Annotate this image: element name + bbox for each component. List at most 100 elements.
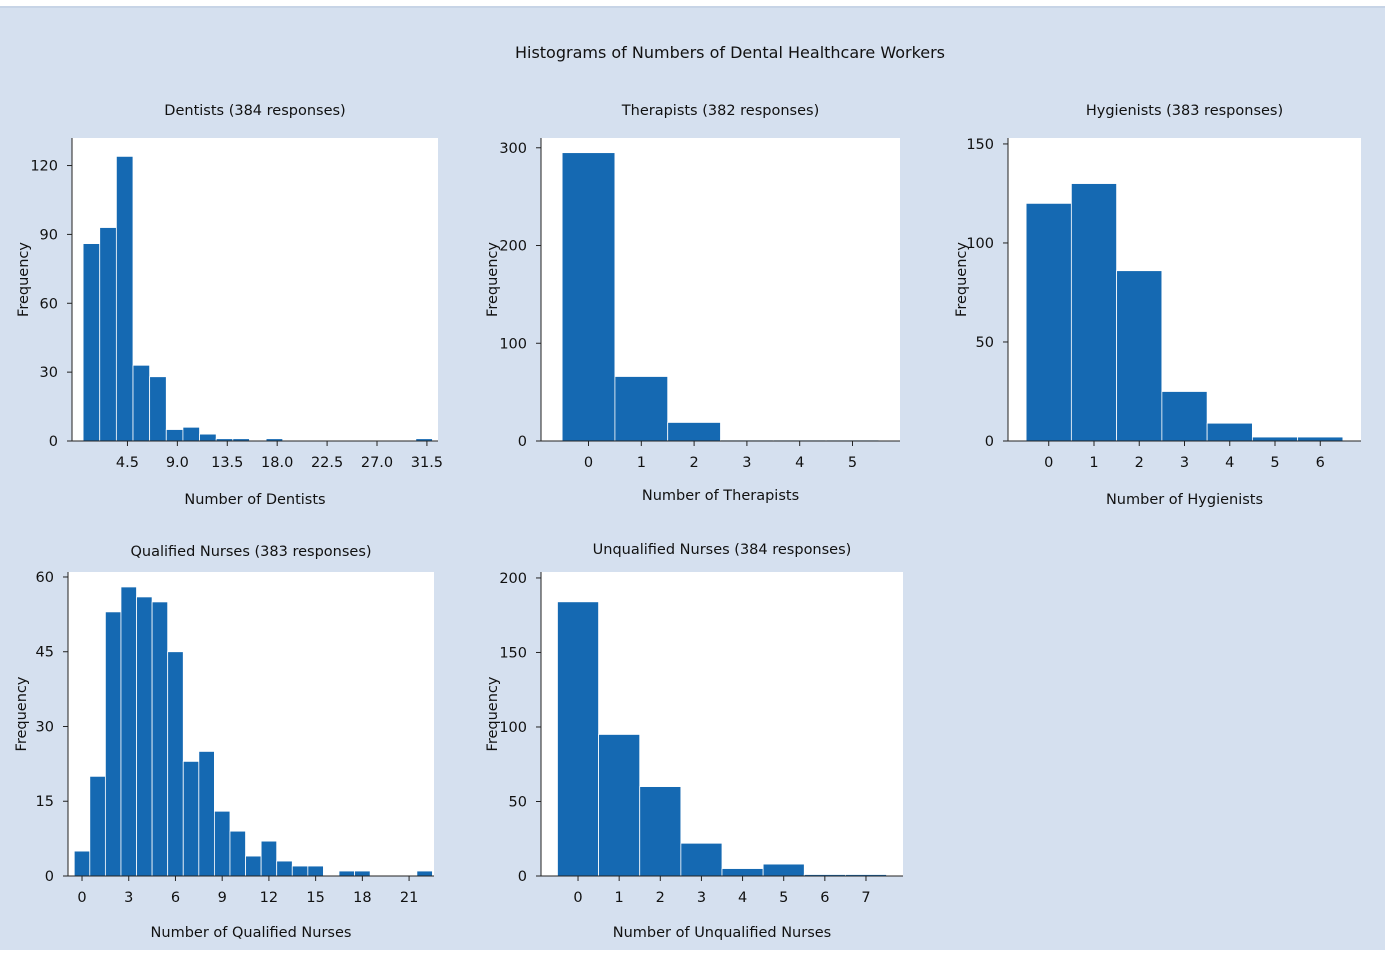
bar-qualified-nurses-12 bbox=[260, 840, 278, 877]
bar-therapists-1 bbox=[614, 376, 669, 442]
bar-hygienists-0 bbox=[1025, 202, 1072, 442]
panel-qualified-nurses: 0 15 30 45 60 0 3 6 9 12 15 18 21 Qualified Nurses (3… bbox=[14, 544, 434, 941]
bar-qualified-nurses-13 bbox=[276, 860, 293, 877]
panel-title-unqualified-nurses: Unqualified Nurses (384 responses) bbox=[593, 542, 852, 558]
y-tick-label-dentists-4: 120 bbox=[30, 159, 58, 175]
x-tick-label-therapists-0: 0 bbox=[584, 455, 593, 471]
y-tick-label-qualified-nurses-4: 60 bbox=[36, 570, 54, 586]
x-tick-label-dentists-4: 22.5 bbox=[311, 455, 343, 471]
bar-unqualified-nurses-1 bbox=[598, 734, 641, 877]
x-tick-label-unqualified-nurses-3: 3 bbox=[697, 890, 706, 906]
bar-dentists-5 bbox=[165, 429, 184, 442]
y-tick-label-qualified-nurses-3: 45 bbox=[36, 645, 54, 661]
y-tick-label-unqualified-nurses-4: 200 bbox=[499, 571, 527, 587]
top-divider bbox=[0, 6, 1385, 8]
bar-dentists-4 bbox=[149, 376, 167, 442]
panel-title-dentists: Dentists (384 responses) bbox=[164, 103, 345, 119]
y-axis-label-dentists: Frequency bbox=[16, 242, 32, 317]
bar-qualified-nurses-8 bbox=[198, 751, 215, 877]
x-tick-label-qualified-nurses-5: 15 bbox=[306, 890, 324, 906]
bar-hygienists-1 bbox=[1070, 183, 1118, 442]
bar-therapists-0 bbox=[561, 152, 616, 442]
bar-unqualified-nurses-5 bbox=[762, 863, 805, 877]
y-tick-label-unqualified-nurses-0: 0 bbox=[518, 869, 527, 885]
x-tick-label-unqualified-nurses-1: 1 bbox=[615, 890, 624, 906]
y-tick-label-dentists-2: 60 bbox=[40, 296, 58, 312]
panel-hygienists: 0 50 100 150 0 1 2 3 4 5 6 Hygienists (383 response… bbox=[954, 103, 1361, 508]
x-tick-label-therapists-5: 5 bbox=[848, 455, 857, 471]
bar-qualified-nurses-2 bbox=[104, 611, 122, 877]
x-tick-label-qualified-nurses-4: 12 bbox=[260, 890, 278, 906]
bar-qualified-nurses-7 bbox=[182, 760, 200, 877]
y-axis-label-therapists: Frequency bbox=[485, 242, 501, 317]
bar-hygienists-2 bbox=[1116, 270, 1163, 442]
x-tick-label-qualified-nurses-2: 6 bbox=[171, 890, 180, 906]
bar-unqualified-nurses-3 bbox=[680, 842, 723, 877]
bar-qualified-nurses-10 bbox=[229, 830, 246, 877]
x-axis-label-dentists: Number of Dentists bbox=[184, 492, 325, 508]
x-tick-label-qualified-nurses-0: 0 bbox=[77, 890, 86, 906]
bar-qualified-nurses-11 bbox=[245, 855, 262, 877]
x-tick-label-dentists-6: 31.5 bbox=[411, 455, 443, 471]
bar-qualified-nurses-5 bbox=[151, 601, 169, 877]
x-tick-label-hygienists-5: 5 bbox=[1270, 455, 1279, 471]
x-axis-label-therapists: Number of Therapists bbox=[642, 488, 799, 504]
x-tick-label-unqualified-nurses-7: 7 bbox=[861, 890, 870, 906]
x-tick-label-dentists-3: 18.0 bbox=[261, 455, 293, 471]
y-axis-label-hygienists: Frequency bbox=[954, 242, 970, 317]
bar-qualified-nurses-3 bbox=[120, 586, 137, 877]
bar-hygienists-3 bbox=[1161, 391, 1208, 442]
y-tick-label-unqualified-nurses-3: 150 bbox=[499, 645, 527, 661]
y-tick-label-therapists-0: 0 bbox=[518, 434, 527, 450]
y-tick-label-qualified-nurses-0: 0 bbox=[45, 869, 54, 885]
y-tick-label-dentists-0: 0 bbox=[49, 434, 58, 450]
bar-qualified-nurses-14 bbox=[291, 865, 309, 877]
panel-title-therapists: Therapists (382 responses) bbox=[621, 103, 819, 119]
bar-dentists-0 bbox=[82, 243, 101, 442]
y-tick-label-unqualified-nurses-2: 100 bbox=[499, 720, 527, 736]
bar-dentists-3 bbox=[132, 364, 151, 442]
bar-dentists-2 bbox=[115, 155, 134, 442]
x-tick-label-unqualified-nurses-0: 0 bbox=[573, 890, 582, 906]
y-tick-label-unqualified-nurses-1: 50 bbox=[509, 794, 527, 810]
x-tick-label-hygienists-0: 0 bbox=[1044, 455, 1053, 471]
y-tick-label-hygienists-2: 100 bbox=[966, 236, 994, 252]
x-tick-label-hygienists-6: 6 bbox=[1316, 455, 1325, 471]
x-tick-label-qualified-nurses-3: 9 bbox=[218, 890, 227, 906]
y-tick-label-qualified-nurses-1: 15 bbox=[36, 794, 54, 810]
bar-qualified-nurses-15 bbox=[307, 865, 324, 877]
x-tick-label-therapists-2: 2 bbox=[689, 455, 698, 471]
bar-qualified-nurses-6 bbox=[167, 651, 184, 877]
y-tick-label-therapists-3: 300 bbox=[499, 141, 527, 157]
bar-unqualified-nurses-0 bbox=[557, 601, 599, 877]
bar-therapists-2 bbox=[667, 422, 721, 442]
x-tick-label-unqualified-nurses-4: 4 bbox=[738, 890, 747, 906]
y-tick-label-therapists-2: 200 bbox=[499, 239, 527, 255]
panel-title-qualified-nurses: Qualified Nurses (383 responses) bbox=[130, 544, 371, 560]
bar-hygienists-5 bbox=[1251, 436, 1299, 442]
bar-qualified-nurses-9 bbox=[213, 810, 231, 877]
y-tick-label-hygienists-3: 150 bbox=[966, 137, 994, 153]
x-tick-label-dentists-0: 4.5 bbox=[116, 455, 139, 471]
x-tick-label-hygienists-2: 2 bbox=[1135, 455, 1144, 471]
y-axis-label-unqualified-nurses: Frequency bbox=[485, 676, 501, 751]
bar-qualified-nurses-17 bbox=[338, 870, 355, 877]
x-tick-label-hygienists-1: 1 bbox=[1089, 455, 1098, 471]
x-tick-label-therapists-1: 1 bbox=[637, 455, 646, 471]
x-tick-label-unqualified-nurses-6: 6 bbox=[820, 890, 829, 906]
panel-therapists: 0 100 200 300 0 1 2 3 4 5 Therapists (382 response… bbox=[485, 103, 900, 504]
bar-hygienists-4 bbox=[1206, 422, 1253, 442]
bar-unqualified-nurses-2 bbox=[639, 786, 682, 877]
y-axis-label-qualified-nurses: Frequency bbox=[14, 676, 30, 751]
x-tick-label-dentists-1: 9.0 bbox=[166, 455, 189, 471]
figure-title: Histograms of Numbers of Dental Healthca… bbox=[515, 43, 945, 62]
panel-dentists: 0 30 60 90 120 4.5 9.0 13.5 18.0 22.5 27.0 31.5 Dent… bbox=[16, 103, 443, 508]
x-tick-label-qualified-nurses-1: 3 bbox=[124, 890, 133, 906]
bar-dentists-7 bbox=[199, 433, 217, 442]
bar-qualified-nurses-0 bbox=[73, 850, 91, 877]
bar-qualified-nurses-18 bbox=[354, 870, 371, 877]
bar-qualified-nurses-1 bbox=[89, 775, 106, 877]
bar-unqualified-nurses-4 bbox=[721, 868, 764, 877]
x-axis-label-qualified-nurses: Number of Qualified Nurses bbox=[151, 925, 352, 941]
histogram-figure: Histograms of Numbers of Dental Healthca… bbox=[14, 43, 1361, 941]
